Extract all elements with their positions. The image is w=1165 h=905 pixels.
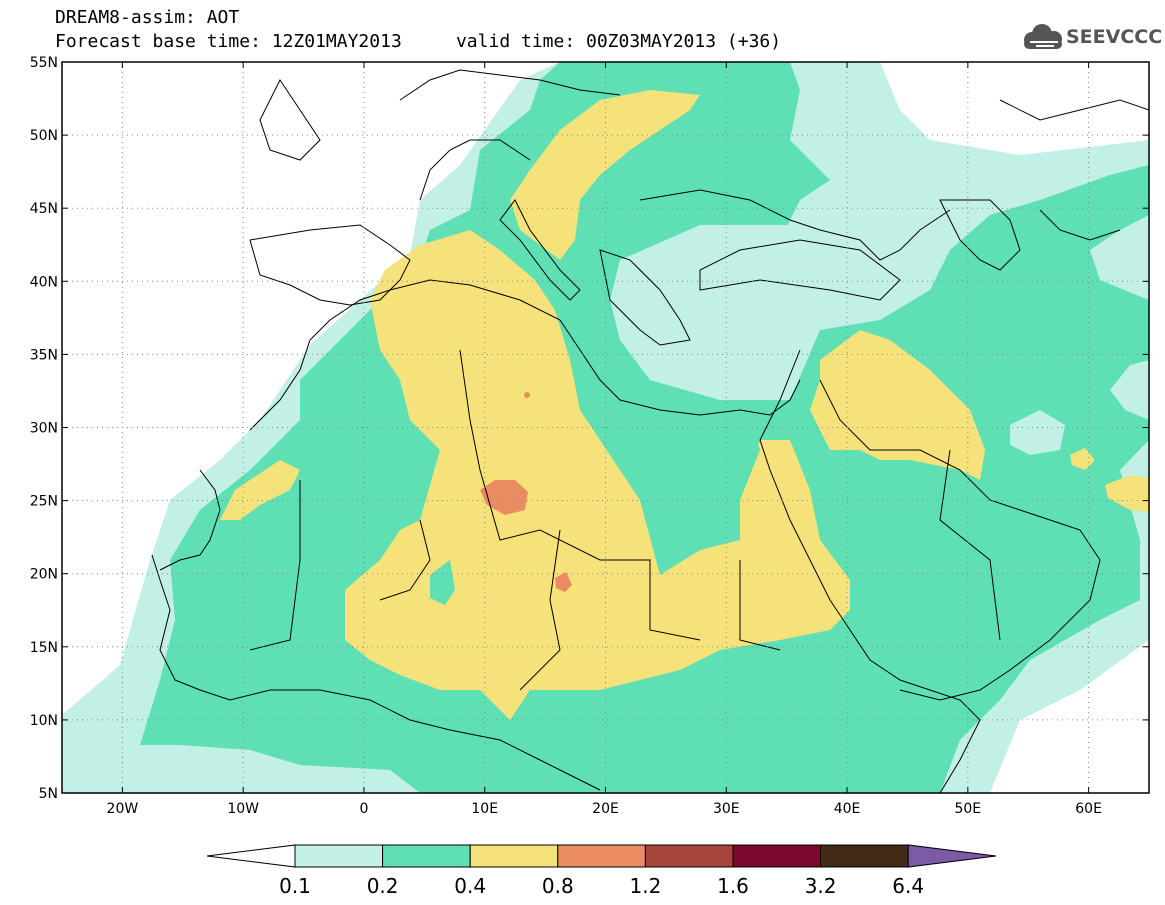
x-tick-label: 0 [359, 801, 368, 817]
colorbar-label: 1.6 [717, 874, 749, 898]
cloud-icon [1024, 24, 1062, 49]
colorbar-label: 3.2 [805, 874, 837, 898]
aot-field-0.2-egypt [600, 395, 760, 570]
seevccc-logo-text: SEEVCCC [1066, 26, 1163, 48]
aot-field-0.4-east [1105, 475, 1149, 512]
axis-ticks: 20W 10W 0 10E 20E 30E 40E 50E 60E 55N 50N 45N 40N 35N… [30, 55, 1149, 817]
colorbar-label: 1.2 [629, 874, 661, 898]
y-tick-label: 35N [30, 347, 58, 363]
x-tick-label: 30E [713, 801, 740, 817]
colorbar-label: 0.4 [454, 874, 486, 898]
y-tick-label: 50N [30, 128, 58, 144]
y-tick-label: 40N [30, 274, 58, 290]
aot-field-0.1-inner-4 [1110, 360, 1149, 420]
aot-field-0.8-dot [524, 392, 530, 398]
colorbar-label: 6.4 [892, 874, 924, 898]
aot-field-0.2-chad [430, 560, 455, 605]
aot-field-0.8-chad [555, 572, 572, 592]
y-tick-label: 10N [30, 713, 58, 729]
colorbar-label: 0.1 [279, 874, 311, 898]
x-tick-label: 20W [107, 801, 139, 817]
colorbar-bin [469, 844, 559, 868]
coastlines [151, 69, 1149, 793]
y-tick-label: 45N [30, 201, 58, 217]
y-tick-label: 15N [30, 640, 58, 656]
colorbar-bin [820, 844, 909, 868]
aot-field-0.1-inner [610, 225, 900, 395]
colorbar-label: 0.8 [542, 874, 574, 898]
x-tick-label: 10W [227, 801, 259, 817]
aot-field-0.1-inner-2 [1090, 215, 1149, 300]
aot-field-0.4-sahara [345, 230, 850, 720]
x-tick-label: 60E [1075, 801, 1102, 817]
colorbar-bin [294, 844, 384, 868]
colorbar-bin [557, 844, 646, 868]
y-tick-label: 30N [30, 421, 58, 437]
forecast-time-line: Forecast base time: 12Z01MAY2013 valid t… [55, 31, 782, 52]
colorbar-below-triangle [206, 844, 296, 868]
colorbar-above-triangle [907, 844, 997, 868]
map-title: DREAM8-assim: AOT [55, 7, 240, 28]
x-tick-label: 50E [954, 801, 981, 817]
aot-field-0.4-west [220, 460, 300, 520]
y-tick-label: 25N [30, 494, 58, 510]
x-tick-label: 10E [471, 801, 498, 817]
aot-field-0.4-europe [510, 90, 700, 260]
aot-field-0.4-arabia [810, 330, 985, 480]
y-tick-label: 55N [30, 55, 58, 71]
colorbar-bin [732, 844, 822, 868]
colorbar-bin [644, 844, 734, 868]
x-tick-label: 20E [592, 801, 619, 817]
colorbar-bin [382, 844, 471, 868]
aot-field-0.1-inner-3 [1010, 410, 1065, 455]
gridlines [62, 62, 1149, 793]
y-tick-label: 5N [39, 786, 58, 802]
aot-field-0.8-libya [480, 480, 528, 515]
y-tick-label: 20N [30, 567, 58, 583]
colorbar-label: 0.2 [367, 874, 399, 898]
aot-field-0.4-gulf [1070, 448, 1095, 470]
x-tick-label: 40E [834, 801, 861, 817]
